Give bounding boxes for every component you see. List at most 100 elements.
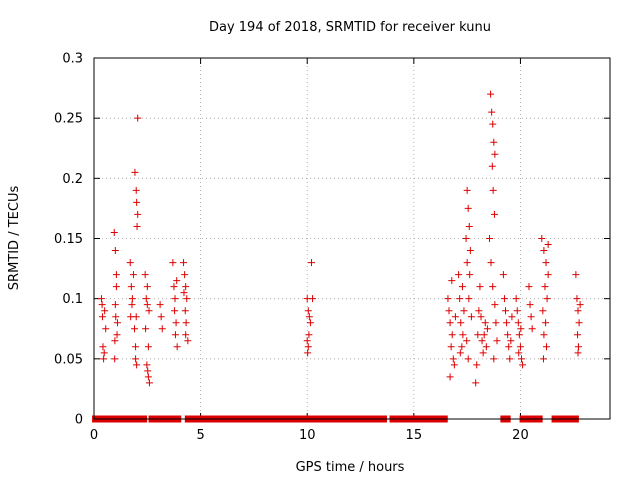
data-point (574, 307, 582, 315)
data-point (129, 271, 137, 279)
data-point (466, 247, 474, 255)
data-point (542, 319, 550, 327)
data-point (446, 319, 454, 327)
data-point (502, 307, 510, 315)
data-point (481, 319, 489, 327)
data-point (112, 313, 120, 321)
data-point (464, 204, 472, 212)
data-point (463, 259, 471, 267)
data-point (171, 331, 179, 339)
data-point (483, 325, 491, 333)
data-point (447, 343, 455, 351)
data-point (448, 331, 456, 339)
data-point (305, 313, 313, 321)
data-point (98, 301, 106, 309)
data-point (450, 361, 458, 369)
y-tick-label: 0.2 (62, 172, 83, 187)
data-point (539, 307, 547, 315)
x-tick-label: 15 (406, 428, 423, 443)
data-point (128, 295, 136, 303)
data-point (157, 313, 165, 321)
data-point (541, 283, 549, 291)
data-point (572, 271, 580, 279)
data-point (182, 331, 190, 339)
data-point (576, 301, 584, 309)
data-point (542, 259, 550, 267)
data-point (491, 301, 499, 309)
data-point (490, 355, 498, 363)
data-point (465, 222, 473, 230)
data-point (544, 241, 552, 249)
data-point (542, 343, 550, 351)
y-axis-label: SRMTID / TECUs (7, 186, 22, 291)
data-point (132, 343, 140, 351)
data-point (134, 210, 142, 218)
data-point (171, 295, 179, 303)
data-point (181, 271, 189, 279)
data-point (455, 271, 463, 279)
data-point (97, 295, 105, 303)
data-point (131, 168, 139, 176)
data-point (110, 228, 118, 236)
data-point (467, 313, 475, 321)
plot-frame (93, 57, 611, 420)
data-point (462, 235, 470, 242)
data-point (304, 349, 312, 357)
data-point (477, 313, 485, 321)
data-point (489, 120, 497, 128)
data-point (512, 295, 520, 303)
data-point (544, 271, 552, 279)
data-point (465, 295, 473, 303)
data-point (134, 114, 142, 122)
data-point (309, 295, 317, 303)
data-point (113, 331, 121, 339)
data-point (505, 343, 513, 351)
data-point (574, 349, 582, 357)
data-point (182, 283, 190, 291)
data-point (172, 319, 180, 327)
data-point (180, 259, 188, 267)
data-point (169, 259, 177, 267)
data-point (518, 355, 526, 363)
data-point (539, 355, 547, 363)
data-point (473, 361, 481, 369)
x-tick-label: 5 (196, 428, 204, 443)
data-point (141, 271, 149, 279)
data-point (486, 235, 494, 242)
data-point (519, 361, 527, 369)
data-point (474, 331, 482, 339)
data-point (182, 319, 190, 327)
data-point (305, 331, 313, 339)
data-point (476, 283, 484, 291)
y-tick-label: 0.3 (62, 52, 83, 67)
data-point (540, 331, 548, 339)
data-point (111, 355, 119, 363)
data-point (99, 343, 107, 351)
data-point (538, 235, 546, 242)
axis-ticks: 0 5 10 15 20 0 0.05 0.1 0.15 0.2 0.25 0.3 (54, 52, 610, 443)
data-point (143, 283, 151, 291)
data-point (482, 343, 490, 351)
data-point (102, 325, 110, 333)
data-point (158, 325, 166, 333)
data-point (457, 319, 465, 327)
data-point (144, 343, 152, 351)
data-point (142, 295, 150, 303)
y-tick-label: 0 (75, 413, 83, 428)
data-point (514, 319, 522, 327)
data-point (444, 295, 452, 303)
data-point (183, 295, 191, 303)
data-point (99, 313, 107, 321)
x-axis-label: GPS time / hours (296, 460, 405, 475)
data-point (513, 307, 521, 315)
data-point (451, 313, 459, 321)
data-point (101, 307, 109, 315)
data-point (527, 313, 535, 321)
data-point (456, 349, 464, 357)
data-point (145, 307, 153, 315)
x-tick-label: 0 (90, 428, 98, 443)
data-point (478, 337, 486, 345)
data-point (111, 337, 119, 345)
data-point (132, 313, 140, 321)
